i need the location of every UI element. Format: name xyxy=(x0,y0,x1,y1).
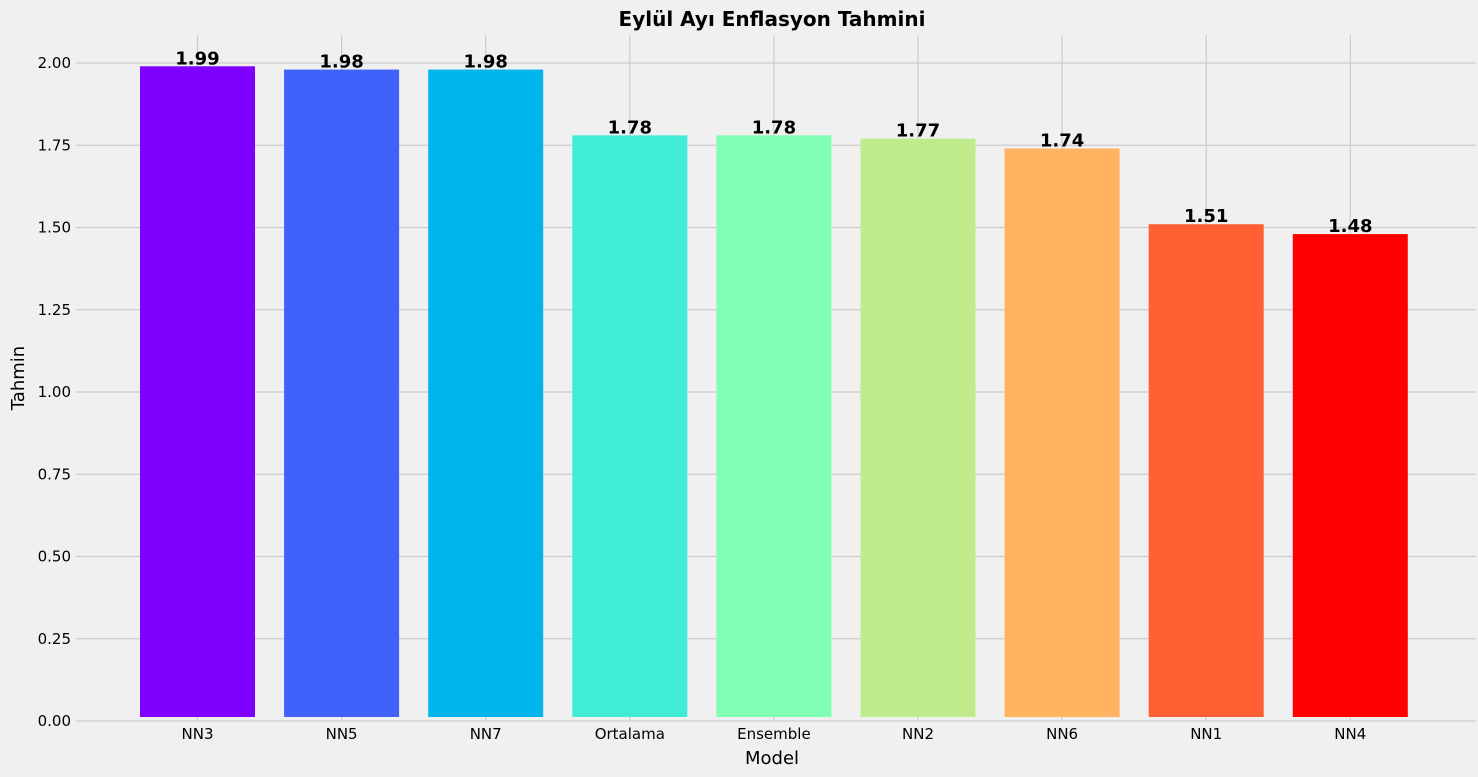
data-label: 1.74 xyxy=(1040,131,1084,152)
data-label: 1.77 xyxy=(896,121,940,142)
bar-nn4 xyxy=(1292,234,1408,717)
data-label: 1.99 xyxy=(175,48,219,69)
bar-ensemble xyxy=(716,135,832,717)
bar-ortalama xyxy=(572,135,688,717)
bar-nn1 xyxy=(1148,224,1264,717)
y-tick-label: 0.75 xyxy=(38,465,71,483)
y-tick-label: 2.00 xyxy=(38,54,71,72)
x-tick-label: NN2 xyxy=(902,725,934,743)
y-axis-title: Tahmin xyxy=(8,346,29,411)
bar-nn2 xyxy=(860,138,976,718)
data-label: 1.98 xyxy=(463,52,507,73)
data-label: 1.48 xyxy=(1328,216,1372,237)
y-axis-ticks: 0.00 0.25 0.50 0.75 1.00 1.25 1.50 1.75 2.00 xyxy=(38,54,71,730)
data-label: 1.78 xyxy=(608,117,652,138)
data-labels: 1.99 1.98 1.98 1.78 1.78 1.77 1.74 1.51 1.48 xyxy=(175,48,1372,237)
x-axis-title: Model xyxy=(745,748,799,769)
chart-title: Eylül Ayı Enflasyon Tahmini xyxy=(619,7,926,31)
y-tick-label: 0.25 xyxy=(38,630,71,648)
bar-nn3 xyxy=(140,66,255,718)
x-tick-label: NN7 xyxy=(470,725,502,743)
y-tick-label: 1.50 xyxy=(38,219,71,237)
data-label: 1.98 xyxy=(319,52,363,73)
data-label: 1.78 xyxy=(752,117,796,138)
x-tick-label: NN3 xyxy=(182,725,214,743)
x-tick-label: NN6 xyxy=(1046,725,1078,743)
x-tick-label: Ortalama xyxy=(595,725,665,743)
y-tick-label: 1.00 xyxy=(38,383,71,401)
y-tick-label: 1.75 xyxy=(38,136,71,154)
x-tick-label: Ensemble xyxy=(737,725,811,743)
y-tick-label: 0.00 xyxy=(38,712,71,730)
data-label: 1.51 xyxy=(1184,206,1228,227)
x-tick-label: NN5 xyxy=(326,725,358,743)
bar-nn5 xyxy=(284,69,400,717)
y-tick-label: 1.25 xyxy=(38,301,71,319)
y-tick-label: 0.50 xyxy=(38,548,71,566)
bars xyxy=(140,66,1408,718)
x-axis-ticks: NN3 NN5 NN7 Ortalama Ensemble NN2 NN6 NN1 NN4 xyxy=(182,725,1367,743)
bar-nn7 xyxy=(428,69,544,717)
x-tick-label: NN4 xyxy=(1334,725,1366,743)
bar-nn6 xyxy=(1004,148,1120,718)
x-tick-label: NN1 xyxy=(1190,725,1222,743)
